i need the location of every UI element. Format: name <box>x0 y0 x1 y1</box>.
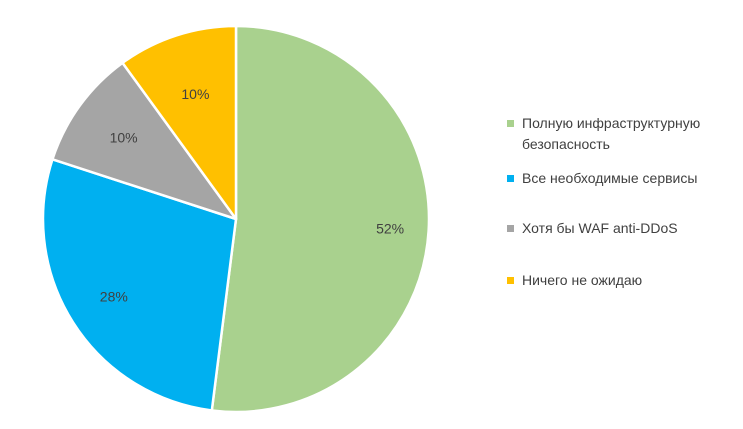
legend-item: Полную инфраструктурную безопасность <box>505 113 740 155</box>
slice-data-label: 10% <box>181 86 209 102</box>
legend-item: Хотя бы WAF anti-DDoS <box>505 218 740 239</box>
slice-data-label: 52% <box>376 221 404 237</box>
slice-data-label: 28% <box>100 289 128 305</box>
legend-swatch <box>507 225 514 232</box>
pie-slice <box>41 158 238 412</box>
legend-item: Все необходимые сервисы <box>505 168 740 189</box>
legend-item: Ничего не ожидаю <box>505 270 740 291</box>
pie-slice <box>121 24 238 221</box>
legend-swatch <box>507 120 514 127</box>
legend-label: Полную инфраструктурную безопасность <box>522 115 701 152</box>
legend: Полную инфраструктурную безопасность Все… <box>505 113 740 304</box>
legend-label: Хотя бы WAF anti-DDoS <box>522 220 678 236</box>
slice-data-label: 10% <box>110 129 138 145</box>
legend-label: Ничего не ожидаю <box>522 272 643 288</box>
legend-swatch <box>507 175 514 182</box>
pie-slice <box>210 24 431 414</box>
legend-label: Все необходимые сервисы <box>522 170 698 186</box>
pie-slice <box>51 61 238 221</box>
legend-swatch <box>507 277 514 284</box>
